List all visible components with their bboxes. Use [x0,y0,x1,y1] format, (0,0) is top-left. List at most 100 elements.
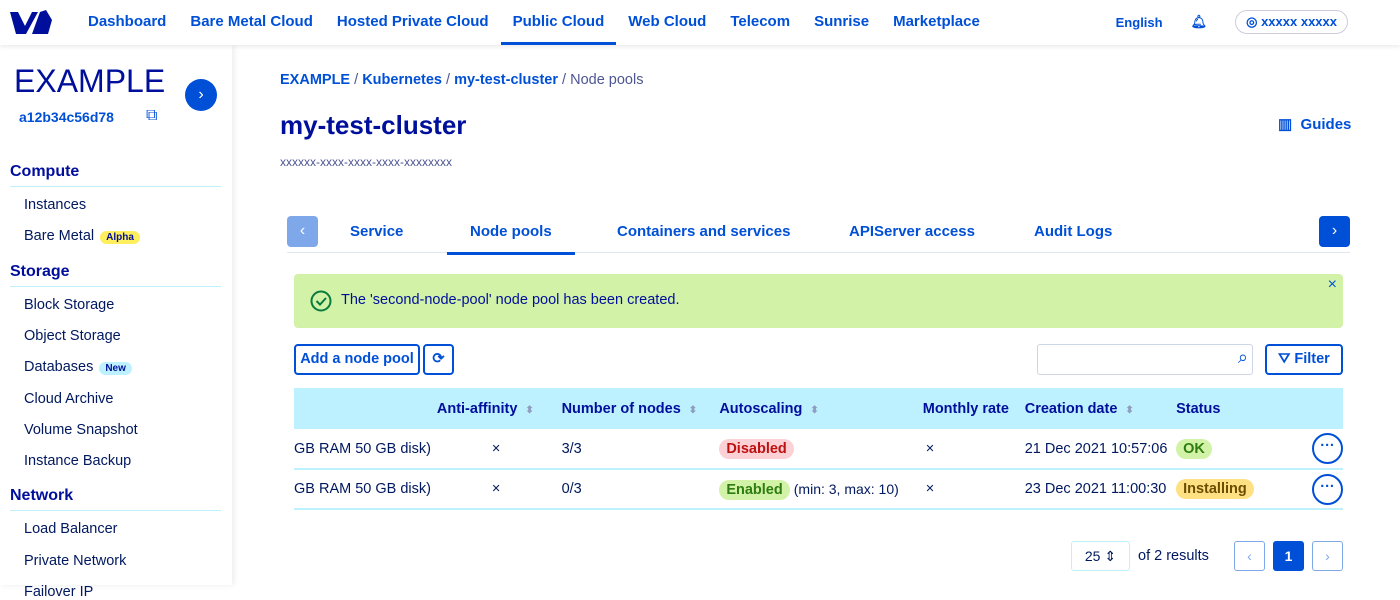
sidebar-item-volume-snapshot[interactable]: Volume Snapshot [24,422,138,438]
close-icon[interactable]: × [1327,276,1337,293]
search-icon[interactable]: ⌕ [1237,347,1248,367]
sort-icon[interactable]: ⬍ [1125,404,1134,416]
search-input[interactable]: ⌕ [1037,344,1253,375]
project-id: a12b34c56d78 [19,109,114,125]
ovh-logo[interactable] [10,10,54,36]
sidebar-item-label: Instance Backup [24,453,132,470]
sidebar-item-label: Failover IP [24,584,94,600]
sidebar-section-title: Network [10,487,221,512]
page-1-button[interactable]: 1 [1273,541,1304,571]
status-badge: Installing [1176,479,1254,499]
table-row: GB RAM 50 GB disk) × 3/3 Disabled × 21 D… [294,429,1343,470]
column-header [294,388,437,429]
sort-icon[interactable]: ⬍ [810,404,819,416]
nav-bare-metal-cloud[interactable]: Bare Metal Cloud [190,13,313,30]
sidebar-item-load-balancer[interactable]: Load Balancer [24,521,118,537]
cluster-id: xxxxxx-xxxx-xxxx-xxxx-xxxxxxxx [280,155,452,169]
sidebar-item-label: Object Storage [24,327,121,344]
column-header[interactable]: Creation date ⬍ [1024,388,1177,429]
autoscaling-range: (min: 3, max: 10) [793,480,899,497]
nav-dashboard[interactable]: Dashboard [88,13,167,30]
success-alert: The 'second-node-pool' node pool has bee… [294,274,1343,328]
guides-button[interactable]: ▥ Guides [1278,115,1351,133]
monthly-rate-cell: × [922,469,1025,510]
sidebar-item-databases[interactable]: Databases New [24,359,132,376]
language-selector[interactable]: English [1115,14,1163,30]
check-circle-icon [310,290,332,312]
new-badge: New [99,362,132,376]
breadcrumb-link[interactable]: my-test-cluster [454,72,559,88]
column-header-label: Creation date [1024,400,1118,417]
nav-marketplace[interactable]: Marketplace [893,13,980,30]
sidebar-item-label: Load Balancer [24,521,118,538]
sidebar-item-bare-metal[interactable]: Bare Metal Alpha [24,228,140,245]
tab-audit-logs[interactable]: Audit Logs [1034,223,1113,240]
status-cell: Installing [1176,469,1312,510]
flavor-cell: GB RAM 50 GB disk) [294,429,437,470]
tab-node-pools[interactable]: Node pools [447,223,575,255]
project-select-button[interactable]: › [185,79,217,111]
monthly-rate-cell: × [922,429,1025,470]
prev-page-button[interactable]: ‹ [1234,541,1265,571]
status-cell: OK [1176,429,1312,470]
sort-icon[interactable]: ⬍ [525,404,534,416]
refresh-icon[interactable]: ⟳ [423,344,454,375]
sidebar-item-label: Volume Snapshot [24,421,138,438]
tabs-prev-button[interactable]: ‹ [287,216,318,247]
node-pools-table: Anti-affinity ⬍ Number of nodes ⬍ Autoscalin… [294,388,1343,510]
sidebar-item-label: Bare Metal [24,228,95,245]
column-header-label: Anti-affinity [436,400,518,417]
alpha-badge: Alpha [100,231,140,245]
nav-sunrise[interactable]: Sunrise [814,13,870,30]
project-name: EXAMPLE [14,63,166,99]
nav-telecom[interactable]: Telecom [730,13,791,30]
sidebar-item-block-storage[interactable]: Block Storage [24,297,114,313]
column-header-label: Status [1176,400,1221,417]
autoscaling-badge: Enabled [719,479,790,500]
filter-label: Filter [1294,351,1330,367]
sidebar-section-title: Storage [10,263,221,287]
sidebar-item-private-network[interactable]: Private Network [24,553,126,569]
breadcrumb: EXAMPLE / Kubernetes / my-test-cluster /… [280,72,644,88]
column-header[interactable]: Anti-affinity ⬍ [436,388,562,429]
sort-icon[interactable]: ⬍ [688,404,698,416]
more-actions-button[interactable]: ··· [1312,473,1343,505]
nav-web-cloud[interactable]: Web Cloud [628,13,707,30]
filter-button[interactable]: ⛛ Filter [1265,344,1343,375]
user-name: xxxxx xxxxx [1261,14,1337,29]
tab-containers-services[interactable]: Containers and services [617,223,791,240]
tabs-next-button[interactable]: › [1319,216,1350,247]
column-header[interactable]: Number of nodes ⬍ [561,388,720,429]
nav-public-cloud[interactable]: Public Cloud [500,0,617,45]
more-actions-button[interactable]: ··· [1312,433,1343,464]
page-size-select[interactable]: 25 ⇕ [1071,541,1130,571]
book-icon: ▥ [1278,116,1293,133]
user-menu[interactable]: ◎ xxxxx xxxxx [1235,10,1348,34]
sidebar-item-cloud-archive[interactable]: Cloud Archive [24,391,113,407]
main-nav: Dashboard Bare Metal Cloud Hosted Private … [76,0,992,45]
bell-icon[interactable]: 🔔︎ [1190,14,1208,29]
tab-service[interactable]: Service [350,223,404,240]
guides-label: Guides [1300,116,1352,133]
breadcrumb-link[interactable]: EXAMPLE [280,72,351,88]
sidebar-item-object-storage[interactable]: Object Storage [24,328,121,344]
next-page-button[interactable]: › [1312,541,1343,571]
nodes-cell: 3/3 [561,429,720,470]
add-node-pool-button[interactable]: Add a node pool [294,344,420,375]
nodes-cell: 0/3 [561,469,720,510]
flavor-cell: GB RAM 50 GB disk) [294,469,437,510]
sidebar-item-instance-backup[interactable]: Instance Backup [24,453,131,469]
nav-hosted-private-cloud[interactable]: Hosted Private Cloud [336,13,489,30]
autoscaling-badge: Disabled [719,439,794,459]
sidebar-item-instances[interactable]: Instances [24,197,86,213]
sidebar-item-label: Instances [24,197,87,213]
tab-apiserver-access[interactable]: APIServer access [849,223,975,240]
sidebar-item-label: Cloud Archive [24,390,114,407]
column-header-label: Number of nodes [561,400,681,417]
sidebar-item-failover-ip[interactable]: Failover IP [24,584,93,600]
actions-cell: ··· [1312,469,1343,510]
copy-icon[interactable]: ⧉ [146,107,158,124]
autoscaling-cell: Enabled (min: 3, max: 10) [719,469,923,510]
breadcrumb-link[interactable]: Kubernetes [362,72,442,88]
column-header[interactable]: Autoscaling ⬍ [719,388,923,429]
